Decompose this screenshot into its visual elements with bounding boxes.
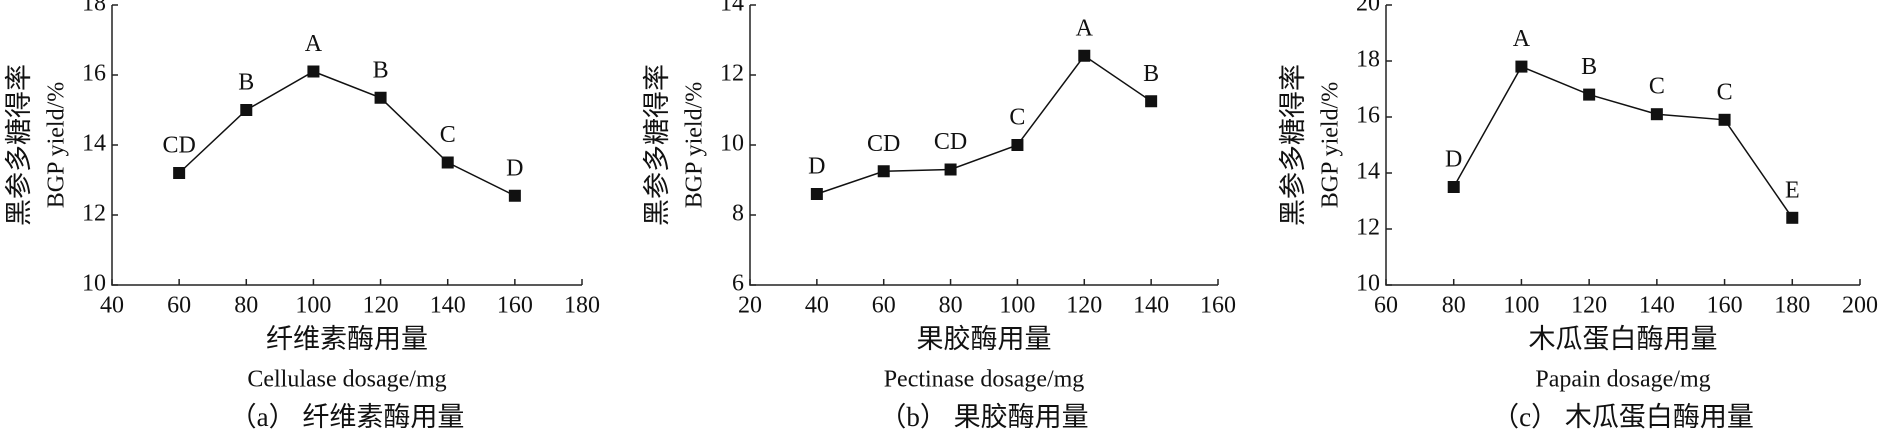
x-axis-title: 纤维素酶用量	[266, 324, 428, 354]
axes	[749, 5, 1218, 286]
y-tick-label: 10	[720, 131, 744, 157]
y-axis-title: BGP yield/%	[44, 82, 70, 208]
y-tick-label: 18	[82, 0, 106, 17]
data-point	[1447, 181, 1460, 193]
x-tick-label: 160	[1707, 293, 1743, 319]
x-tick-label: 100	[295, 293, 331, 319]
data-point	[240, 104, 253, 116]
x-tick-label: 120	[1571, 293, 1607, 319]
data-point	[1145, 95, 1158, 108]
x-tick-label: 80	[234, 293, 258, 319]
x-tick-label: 100	[1503, 293, 1539, 319]
y-tick-label: 12	[1356, 215, 1380, 241]
point-label: A	[305, 31, 323, 57]
point-label: B	[373, 57, 389, 83]
x-tick-label: 160	[1200, 293, 1236, 319]
x-tick-label: 40	[805, 293, 829, 319]
x-axis-title: Pectinase dosage/mg	[884, 367, 1085, 393]
x-tick-label: 100	[999, 293, 1035, 319]
x-axis-title: Papain dosage/mg	[1535, 367, 1710, 393]
data-point	[810, 188, 823, 200]
data-line	[178, 70, 516, 197]
data-line	[816, 54, 1152, 195]
y-tick-label: 12	[720, 61, 744, 87]
y-tick-label: 8	[732, 201, 744, 227]
y-tick-label: 14	[82, 131, 106, 157]
point-label: D	[808, 154, 825, 180]
data-point	[1718, 113, 1731, 126]
point-label: C	[440, 122, 456, 148]
y-tick-label: 18	[1356, 47, 1380, 73]
chart-caption: （c） 木瓜蛋白酶用量	[1492, 402, 1754, 432]
data-line	[1453, 65, 1793, 219]
data-point	[374, 91, 387, 104]
point-label: A	[1513, 26, 1531, 52]
data-point	[1786, 211, 1799, 224]
y-axis-title: BGP yield/%	[1318, 82, 1344, 208]
y-axis-title: 黑参多糖得率	[1278, 64, 1308, 226]
point-label: D	[506, 155, 523, 181]
x-axis-title: 果胶酶用量	[917, 324, 1052, 354]
point-label: C	[1717, 79, 1733, 105]
x-tick-label: 40	[100, 293, 124, 319]
x-tick-label: 140	[1133, 293, 1169, 319]
y-tick-label: 6	[732, 271, 744, 297]
x-axis-title: Cellulase dosage/mg	[247, 367, 446, 393]
x-tick-label: 180	[564, 293, 600, 319]
data-point	[307, 65, 320, 78]
y-tick-label: 14	[720, 0, 744, 17]
data-point	[1650, 108, 1663, 121]
point-label: CD	[867, 131, 900, 157]
x-tick-label: 60	[872, 293, 896, 319]
y-axis-title: 黑参多糖得率	[642, 64, 672, 226]
y-axis-title: 黑参多糖得率	[4, 64, 34, 226]
y-axis-title: BGP yield/%	[682, 82, 708, 208]
chart-caption: （a） 纤维素酶用量	[230, 402, 465, 432]
x-axis-title: 木瓜蛋白酶用量	[1529, 324, 1718, 354]
x-tick-label: 120	[1066, 293, 1102, 319]
point-label: CD	[162, 133, 195, 159]
x-tick-label: 60	[1374, 293, 1398, 319]
y-tick-label: 16	[82, 61, 106, 87]
axes	[1385, 5, 1860, 286]
chart-caption: （b） 果胶酶用量	[879, 402, 1088, 432]
y-tick-label: 14	[1356, 159, 1380, 185]
data-point	[1078, 49, 1091, 62]
data-point	[944, 163, 957, 176]
y-tick-label: 10	[82, 271, 106, 297]
x-tick-label: 80	[1442, 293, 1466, 319]
x-tick-label: 60	[167, 293, 191, 319]
x-tick-label: 160	[497, 293, 533, 319]
point-label: C	[1009, 105, 1025, 131]
x-tick-label: 200	[1842, 293, 1878, 319]
y-tick-label: 20	[1356, 0, 1380, 17]
point-label: B	[238, 70, 254, 96]
data-point	[441, 156, 454, 169]
data-point	[173, 167, 186, 179]
x-tick-label: 140	[1639, 293, 1675, 319]
data-point	[1515, 60, 1528, 73]
point-label: E	[1785, 177, 1800, 203]
x-tick-label: 120	[363, 293, 399, 319]
x-tick-label: 80	[939, 293, 963, 319]
point-label: B	[1581, 54, 1597, 80]
x-tick-label: 180	[1774, 293, 1810, 319]
point-label: C	[1649, 74, 1665, 100]
data-point	[508, 189, 521, 202]
data-point	[1011, 139, 1024, 151]
point-label: D	[1445, 147, 1462, 173]
x-tick-label: 20	[738, 293, 762, 319]
y-tick-label: 16	[1356, 103, 1380, 129]
point-label: A	[1076, 15, 1094, 41]
data-point	[877, 165, 890, 178]
data-point	[1583, 88, 1596, 101]
x-tick-label: 140	[430, 293, 466, 319]
y-tick-label: 12	[82, 201, 106, 227]
y-tick-label: 10	[1356, 271, 1380, 297]
point-label: B	[1143, 61, 1159, 87]
point-label: CD	[934, 129, 967, 155]
